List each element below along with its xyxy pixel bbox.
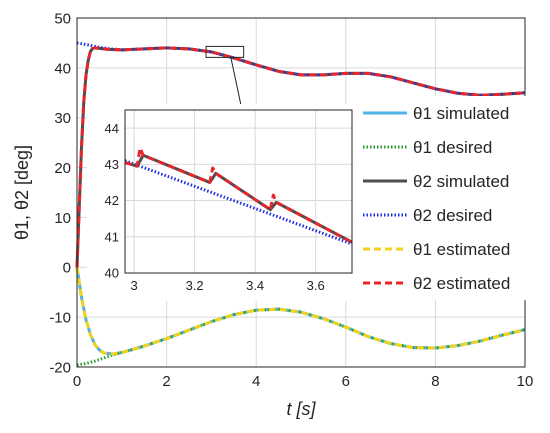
main-plot-tick-labels: 0 2 4 6 8 10 -20 -10 0 10 20 30 40 50: [49, 10, 533, 390]
inset-y-tick-label: 40: [105, 266, 119, 281]
main-y-tick-label: -10: [49, 310, 71, 327]
zoom-connector-line: [230, 57, 243, 111]
main-x-tick-label: 6: [342, 373, 350, 390]
main-y-tick-label: 40: [54, 60, 71, 77]
inset-y-tick-label: 43: [105, 157, 119, 172]
inset-plot-series: [124, 146, 353, 246]
legend-items: θ1 simulated θ1 desired θ2 simulated θ2 des…: [363, 104, 510, 293]
main-x-tick-label: 4: [252, 373, 260, 390]
inset-y-tick-label: 41: [105, 229, 119, 244]
legend-label: θ2 simulated: [413, 172, 509, 191]
legend-background: [355, 96, 528, 300]
legend-label: θ1 simulated: [413, 104, 509, 123]
main-x-tick-label: 8: [431, 373, 439, 390]
inset-series-line: [124, 146, 353, 244]
main-series-line: [75, 46, 526, 268]
legend-label: θ2 desired: [413, 206, 492, 225]
legend-label: θ1 estimated: [413, 240, 510, 259]
main-x-tick-label: 0: [73, 373, 81, 390]
legend-item: θ2 simulated: [363, 172, 509, 191]
inset-x-tick-label: 3.4: [246, 278, 264, 293]
inset-plot-axes: 3 3.2 3.4 3.6 40 41 42 43 44: [87, 104, 354, 301]
main-plot-series: [75, 41, 526, 367]
main-x-tick-label: 10: [517, 373, 534, 390]
inset-y-tick-label: 44: [105, 121, 119, 136]
inset-plot-background: [87, 104, 354, 301]
main-series-line: [76, 307, 526, 367]
zoom-indicator-box: [205, 45, 245, 58]
inset-plot-frame: [124, 109, 353, 274]
legend-label: θ2 estimated: [413, 274, 510, 293]
main-y-tick-label: -20: [49, 359, 71, 376]
legend-item: θ1 desired: [363, 138, 492, 157]
main-y-tick-label: 20: [54, 160, 71, 177]
inset-y-tick-label: 42: [105, 193, 119, 208]
legend-label: θ1 desired: [413, 138, 492, 157]
inset-x-tick-label: 3.2: [186, 278, 204, 293]
inset-x-tick-label: 3: [130, 278, 137, 293]
inset-x-tick-label: 3.6: [307, 278, 325, 293]
legend-item: θ2 desired: [363, 206, 492, 225]
main-y-tick-label: 50: [54, 10, 71, 27]
inset-plot-tick-labels: 3 3.2 3.4 3.6 40 41 42 43 44: [105, 121, 325, 293]
x-axis-label: t [s]: [286, 399, 316, 419]
main-y-tick-label: 10: [54, 210, 71, 227]
legend-item: θ1 estimated: [363, 240, 510, 259]
main-y-tick-label: 0: [63, 260, 71, 277]
y-axis-label: θ1, θ2 [deg]: [12, 145, 32, 240]
legend-item: θ1 simulated: [363, 104, 509, 123]
legend-item: θ2 estimated: [363, 274, 510, 293]
legend: θ1 simulated θ1 desired θ2 simulated θ2 des…: [355, 96, 528, 300]
main-x-tick-label: 2: [162, 373, 170, 390]
main-y-tick-label: 30: [54, 110, 71, 127]
